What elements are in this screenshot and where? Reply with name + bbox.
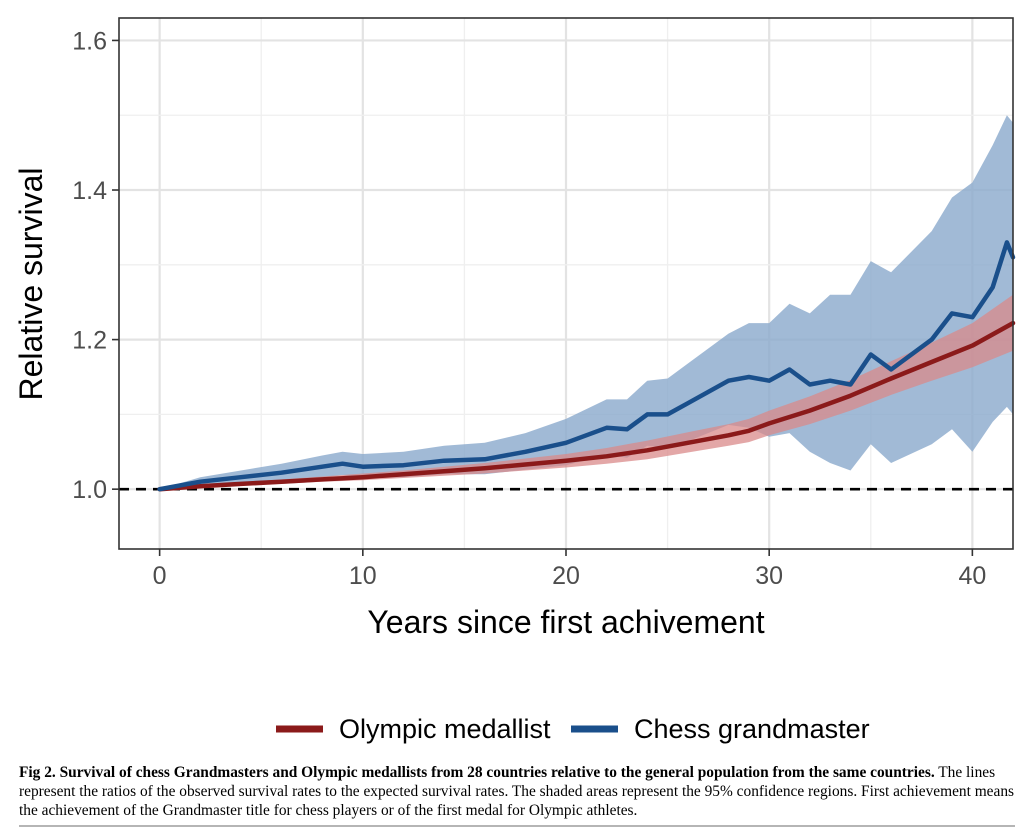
legend-label-olympic-medallist: Olympic medallist (339, 714, 551, 744)
x-tick-label: 40 (958, 562, 986, 590)
y-axis-title: Relative survival (13, 168, 49, 401)
x-tick-label: 30 (755, 562, 783, 590)
y-tick-label: 1.0 (72, 476, 107, 504)
x-axis-title: Years since first achivement (367, 604, 764, 640)
legend: Olympic medallist Chess grandmaster (276, 714, 870, 744)
figure-caption: Fig 2. Survival of chess Grandmasters an… (19, 763, 1017, 820)
series-line-olympic-medallist (157, 320, 1016, 492)
legend-label-chess-grandmaster: Chess grandmaster (634, 714, 870, 744)
relative-survival-chart: 0 10 20 30 40 1.0 1.2 1.4 1.6 Years since first … (13, 17, 1016, 744)
caption-lead: Fig 2. Survival of chess Grandmasters an… (19, 764, 935, 781)
y-tick-label: 1.6 (72, 27, 107, 55)
y-tick-label: 1.2 (72, 327, 107, 355)
series-lines (157, 240, 1016, 492)
series-line-chess-grandmaster (157, 240, 1016, 492)
confidence-band-chess-grandmaster (159, 115, 1014, 490)
confidence-band-olympic-medallist (159, 294, 1014, 490)
axis-ticks: 0 10 20 30 40 1.0 1.2 1.4 1.6 (72, 27, 986, 590)
x-tick-label: 20 (552, 562, 580, 590)
confidence-bands (159, 115, 1014, 490)
caption-divider (19, 825, 1015, 827)
y-tick-label: 1.4 (72, 177, 107, 205)
x-tick-label: 10 (349, 562, 377, 590)
x-tick-label: 0 (153, 562, 167, 590)
caption-body: The lines represent the ratios of the ob… (19, 764, 1015, 819)
